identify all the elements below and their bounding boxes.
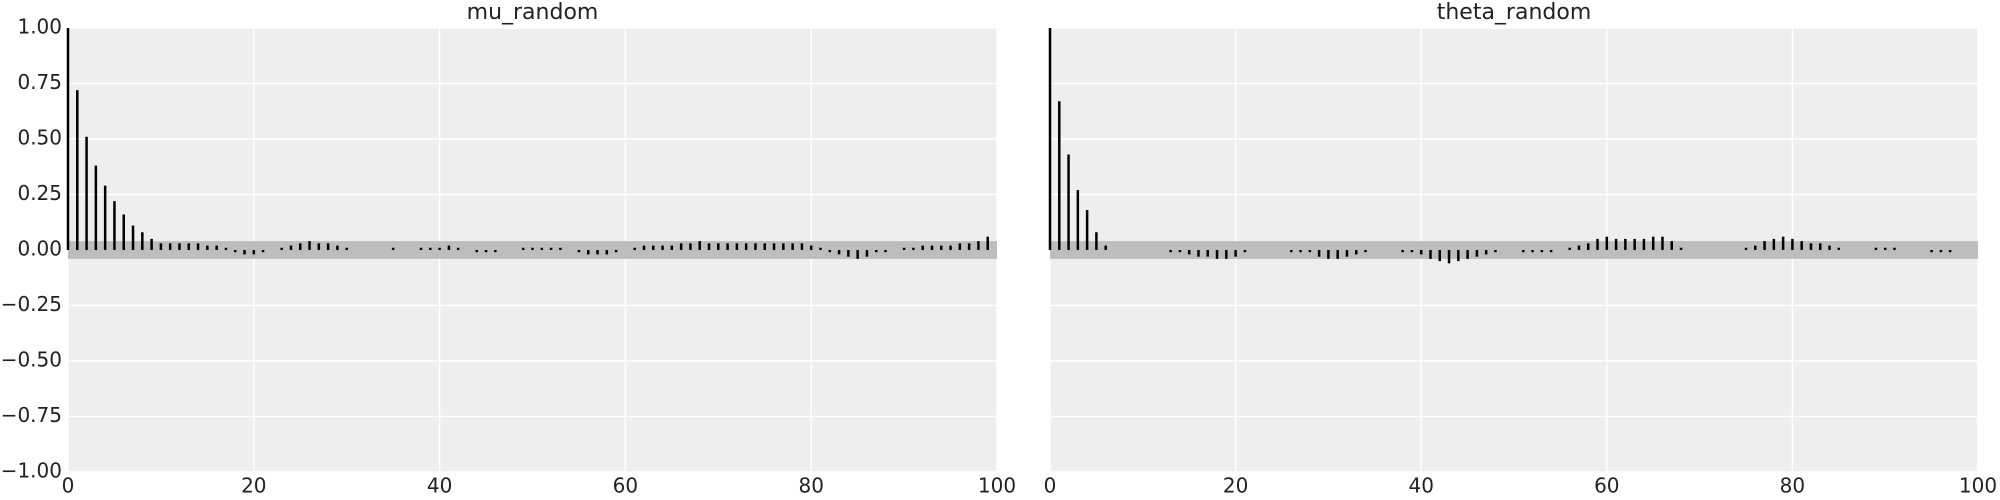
y-tick-label: −1.00 [1, 459, 62, 483]
x-tick-label: 40 [427, 474, 452, 498]
y-tick-label: 1.00 [17, 15, 62, 39]
x-tick-label: 0 [1044, 474, 1057, 498]
y-tick-label: −0.75 [1, 403, 62, 427]
y-tick-label: −0.25 [1, 292, 62, 316]
x-tick-label: 20 [241, 474, 266, 498]
x-tick-label: 80 [798, 474, 823, 498]
y-tick-label: 0.00 [17, 237, 62, 261]
confidence-band [1050, 241, 1978, 259]
y-tick-label: 0.75 [17, 70, 62, 94]
chart-title: mu_random [467, 0, 599, 25]
chart-title: theta_random [1437, 0, 1592, 25]
x-tick-label: 80 [1780, 474, 1805, 498]
x-tick-label: 100 [978, 474, 1016, 498]
x-tick-label: 0 [62, 474, 75, 498]
x-tick-label: 40 [1408, 474, 1433, 498]
x-tick-label: 60 [613, 474, 638, 498]
y-tick-label: 0.50 [17, 126, 62, 150]
y-tick-label: 0.25 [17, 181, 62, 205]
x-tick-label: 60 [1594, 474, 1619, 498]
y-tick-label: −0.50 [1, 348, 62, 372]
x-tick-label: 100 [1959, 474, 1997, 498]
x-tick-label: 20 [1223, 474, 1248, 498]
